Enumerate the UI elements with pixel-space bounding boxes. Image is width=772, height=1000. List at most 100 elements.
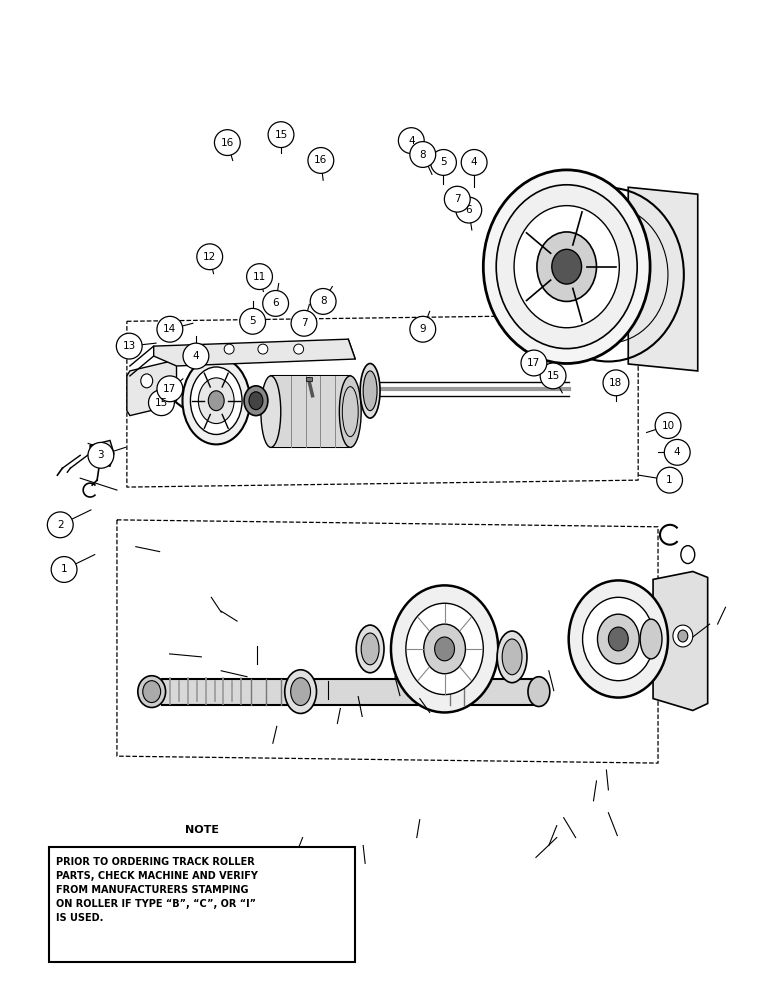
Circle shape xyxy=(456,197,482,223)
Text: 4: 4 xyxy=(192,351,199,361)
Circle shape xyxy=(157,316,183,342)
Text: 7: 7 xyxy=(300,318,307,328)
Circle shape xyxy=(461,150,487,175)
Ellipse shape xyxy=(552,249,581,284)
Circle shape xyxy=(540,363,566,389)
Ellipse shape xyxy=(191,367,242,434)
Ellipse shape xyxy=(157,387,167,399)
Circle shape xyxy=(88,442,113,468)
Ellipse shape xyxy=(291,678,310,706)
Text: 6: 6 xyxy=(466,205,472,215)
Polygon shape xyxy=(653,571,708,710)
Ellipse shape xyxy=(435,637,455,661)
Ellipse shape xyxy=(496,185,637,349)
Text: 8: 8 xyxy=(419,150,426,160)
Circle shape xyxy=(310,289,336,314)
Circle shape xyxy=(262,291,289,316)
Text: 18: 18 xyxy=(609,378,622,388)
Ellipse shape xyxy=(681,546,695,564)
Text: 10: 10 xyxy=(662,421,675,431)
Circle shape xyxy=(655,413,681,438)
Ellipse shape xyxy=(293,344,303,354)
Text: 17: 17 xyxy=(527,358,540,368)
Ellipse shape xyxy=(244,386,268,416)
Text: 3: 3 xyxy=(97,450,104,460)
Text: 1: 1 xyxy=(666,475,673,485)
Polygon shape xyxy=(90,445,94,461)
Circle shape xyxy=(148,390,174,416)
Circle shape xyxy=(398,128,424,154)
Circle shape xyxy=(291,310,317,336)
Ellipse shape xyxy=(356,625,384,673)
Text: 16: 16 xyxy=(221,138,234,148)
Text: 17: 17 xyxy=(163,384,177,394)
Ellipse shape xyxy=(678,630,688,642)
Polygon shape xyxy=(271,376,350,447)
Ellipse shape xyxy=(208,391,224,411)
Ellipse shape xyxy=(261,376,281,447)
Ellipse shape xyxy=(191,344,201,354)
Polygon shape xyxy=(127,361,177,416)
Text: 5: 5 xyxy=(249,316,256,326)
Circle shape xyxy=(657,467,682,493)
Text: NOTE: NOTE xyxy=(185,825,219,835)
Text: 12: 12 xyxy=(203,252,216,262)
Ellipse shape xyxy=(502,639,522,675)
Circle shape xyxy=(197,244,222,270)
Circle shape xyxy=(410,142,435,167)
Bar xyxy=(49,847,355,962)
Ellipse shape xyxy=(497,631,527,683)
Ellipse shape xyxy=(143,681,161,703)
Ellipse shape xyxy=(391,585,498,712)
Polygon shape xyxy=(306,377,312,381)
Ellipse shape xyxy=(224,344,234,354)
Circle shape xyxy=(246,264,273,290)
Circle shape xyxy=(431,150,456,175)
Text: 8: 8 xyxy=(320,296,327,306)
Ellipse shape xyxy=(249,392,263,410)
Circle shape xyxy=(308,148,334,173)
Polygon shape xyxy=(154,339,355,366)
Ellipse shape xyxy=(598,614,639,664)
Ellipse shape xyxy=(363,371,377,411)
Text: 9: 9 xyxy=(419,324,426,334)
Ellipse shape xyxy=(258,344,268,354)
Text: 1: 1 xyxy=(61,564,67,574)
Ellipse shape xyxy=(340,376,361,447)
Circle shape xyxy=(445,186,470,212)
Text: PRIOR TO ORDERING TRACK ROLLER
PARTS, CHECK MACHINE AND VERIFY
FROM MANUFACTURER: PRIOR TO ORDERING TRACK ROLLER PARTS, CH… xyxy=(56,857,258,923)
Ellipse shape xyxy=(361,633,379,665)
Text: 14: 14 xyxy=(163,324,177,334)
Ellipse shape xyxy=(285,670,317,713)
Circle shape xyxy=(51,557,77,582)
Ellipse shape xyxy=(141,374,153,388)
Text: 5: 5 xyxy=(440,157,447,167)
Ellipse shape xyxy=(583,597,654,681)
Text: 15: 15 xyxy=(274,130,288,140)
Text: 4: 4 xyxy=(471,157,477,167)
Circle shape xyxy=(410,316,435,342)
Circle shape xyxy=(117,333,142,359)
Text: 6: 6 xyxy=(273,298,279,308)
Ellipse shape xyxy=(528,677,550,707)
Ellipse shape xyxy=(640,619,662,659)
Text: 11: 11 xyxy=(253,272,266,282)
Ellipse shape xyxy=(182,357,250,444)
Ellipse shape xyxy=(406,603,483,695)
Text: 13: 13 xyxy=(123,341,136,351)
Ellipse shape xyxy=(514,206,619,328)
Ellipse shape xyxy=(198,378,234,424)
Text: 4: 4 xyxy=(674,447,681,457)
Circle shape xyxy=(521,350,547,376)
Text: 16: 16 xyxy=(314,155,327,165)
Ellipse shape xyxy=(137,676,166,707)
Ellipse shape xyxy=(424,624,466,674)
Text: 2: 2 xyxy=(57,520,63,530)
Ellipse shape xyxy=(608,627,628,651)
Circle shape xyxy=(47,512,73,538)
Circle shape xyxy=(183,343,209,369)
Ellipse shape xyxy=(361,363,380,418)
Polygon shape xyxy=(90,440,114,466)
Ellipse shape xyxy=(537,232,597,301)
Polygon shape xyxy=(161,679,539,705)
